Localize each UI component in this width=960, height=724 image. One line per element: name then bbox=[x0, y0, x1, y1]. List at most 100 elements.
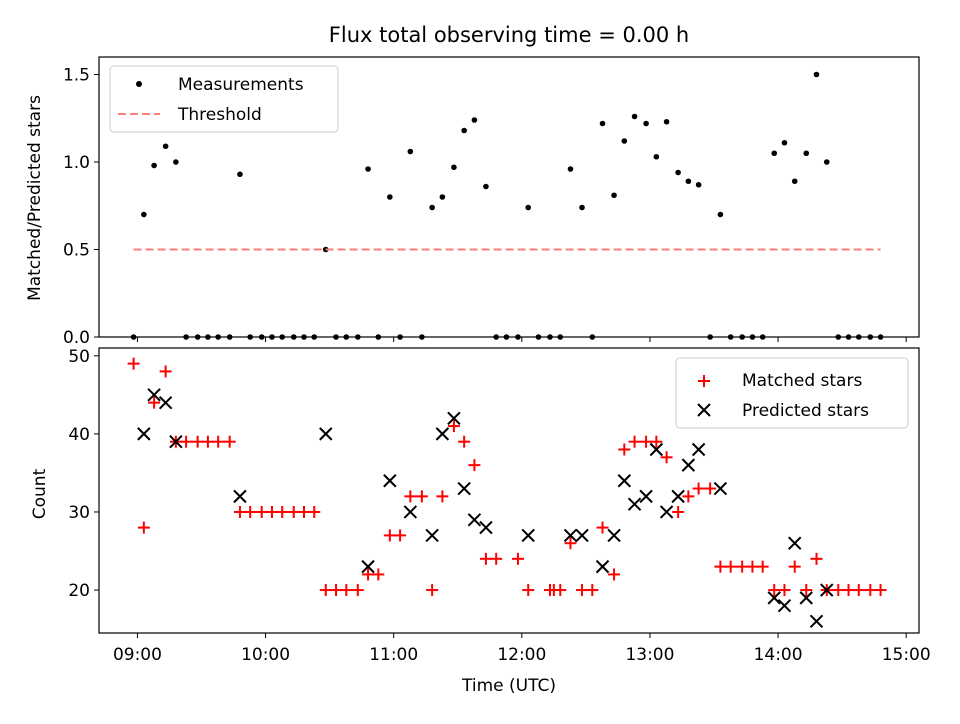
measurement-point bbox=[643, 120, 649, 127]
measurement-point bbox=[407, 148, 414, 155]
predicted-star-point bbox=[383, 474, 397, 488]
measurement-point bbox=[461, 127, 467, 134]
y-tick-label: 0.0 bbox=[63, 328, 90, 348]
predicted-star-point bbox=[158, 395, 173, 410]
measurements-panel: 0.0 0.5 1.0 1.5 Matched/Predicted stars Mea… bbox=[25, 56, 920, 348]
predicted-star-point bbox=[169, 434, 183, 449]
matched-star-point bbox=[874, 584, 887, 597]
x-tick-label: 11:00 bbox=[369, 645, 418, 665]
measurement-point bbox=[599, 120, 606, 127]
predicted-star-point bbox=[681, 458, 696, 472]
matched-star-point bbox=[394, 529, 407, 542]
predicted-star-point bbox=[627, 497, 642, 511]
measurement-point bbox=[813, 71, 820, 78]
matched-star-point bbox=[704, 482, 717, 495]
matched-star-point bbox=[522, 584, 535, 597]
measurement-point bbox=[695, 181, 702, 188]
measurement-point bbox=[717, 211, 724, 218]
measurement-point bbox=[439, 194, 446, 200]
matched-star-point bbox=[191, 435, 204, 448]
measurement-point bbox=[611, 192, 617, 199]
matched-star-point bbox=[768, 584, 781, 597]
predicted-star-point bbox=[639, 489, 653, 504]
legend-bottom: Matched stars Predicted stars bbox=[675, 357, 909, 429]
predicted-star-point bbox=[457, 481, 471, 496]
legend-top: Measurements Threshold bbox=[109, 65, 339, 133]
y-tick-label: 1.0 bbox=[63, 153, 90, 173]
matched-star-point bbox=[660, 451, 673, 464]
matched-star-point bbox=[682, 490, 695, 503]
legend-measurements-marker bbox=[136, 81, 142, 87]
matched-star-point bbox=[372, 568, 385, 581]
matched-star-point bbox=[608, 568, 621, 581]
x-axis-label: Time (UTC) bbox=[461, 676, 556, 696]
matched-star-point bbox=[628, 435, 641, 448]
measurement-point bbox=[365, 166, 371, 172]
predicted-star-point bbox=[691, 442, 706, 457]
predicted-star-point bbox=[659, 505, 674, 519]
matched-star-point bbox=[479, 552, 492, 565]
measurement-point bbox=[685, 178, 692, 185]
predicted-star-point bbox=[447, 411, 461, 425]
matched-star-point bbox=[692, 482, 705, 495]
matched-star-point bbox=[255, 505, 268, 518]
measurement-point bbox=[803, 150, 810, 157]
matched-star-point bbox=[596, 521, 609, 534]
measurements-panel-frame bbox=[98, 56, 920, 338]
matched-star-point bbox=[233, 505, 246, 518]
measurement-point bbox=[429, 204, 435, 211]
predicted-star-point bbox=[403, 505, 418, 519]
matched-star-point bbox=[800, 584, 813, 597]
y-tick-label: 50 bbox=[68, 347, 90, 367]
predicted-star-point bbox=[575, 528, 589, 543]
predicted-star-point bbox=[147, 388, 161, 402]
matched-star-point bbox=[746, 560, 759, 573]
matched-star-point bbox=[362, 568, 375, 581]
matched-star-point bbox=[756, 560, 769, 573]
legend-predicted-label: Predicted stars bbox=[742, 401, 869, 421]
matched-star-point bbox=[468, 459, 481, 472]
measurement-point bbox=[675, 169, 681, 176]
matched-star-point bbox=[244, 505, 257, 518]
matched-star-point bbox=[159, 365, 172, 378]
predicted-star-point bbox=[595, 559, 610, 574]
predicted-star-point bbox=[319, 427, 333, 441]
matched-star-point bbox=[127, 357, 140, 370]
measurement-point bbox=[141, 211, 147, 218]
matched-star-point bbox=[490, 552, 503, 565]
matched-star-point bbox=[736, 560, 749, 573]
counts-panel: 20 30 40 50 09:00 10:00 11:00 12:00 13:00 14:00 15… bbox=[30, 347, 931, 696]
bottom-y-axis-label: Count bbox=[30, 468, 50, 519]
legend-matched-marker bbox=[698, 375, 710, 387]
predicted-star-point bbox=[425, 528, 439, 543]
y-tick-label: 20 bbox=[68, 581, 90, 601]
matched-star-point bbox=[415, 490, 428, 503]
matched-star-point bbox=[287, 505, 300, 518]
counts-panel-frame bbox=[98, 347, 920, 634]
legend-matched-label: Matched stars bbox=[742, 371, 862, 391]
matched-star-point bbox=[724, 560, 737, 573]
predicted-star-point bbox=[809, 614, 824, 628]
matched-star-point bbox=[672, 505, 685, 518]
predicted-star-point bbox=[649, 442, 664, 457]
matched-star-point bbox=[576, 584, 589, 597]
matched-star-point bbox=[265, 505, 278, 518]
x-tick-label: 09:00 bbox=[113, 645, 162, 665]
predicted-star-point bbox=[479, 520, 493, 535]
matched-star-point bbox=[351, 584, 364, 597]
matched-star-point bbox=[404, 490, 417, 503]
matched-star-point bbox=[308, 505, 321, 518]
matched-star-point bbox=[319, 584, 332, 597]
matched-star-point bbox=[511, 552, 524, 565]
measurement-point bbox=[483, 183, 489, 190]
predicted-star-point bbox=[467, 513, 482, 527]
measurement-point bbox=[791, 178, 798, 185]
matched-star-point bbox=[778, 584, 791, 597]
matched-star-point bbox=[148, 396, 161, 409]
matched-star-point bbox=[852, 584, 865, 597]
matched-star-point bbox=[212, 435, 225, 448]
measurement-point bbox=[471, 117, 478, 123]
x-tick-label: 13:00 bbox=[625, 645, 674, 665]
x-tick-label: 14:00 bbox=[754, 645, 803, 665]
measurement-point bbox=[823, 159, 830, 165]
